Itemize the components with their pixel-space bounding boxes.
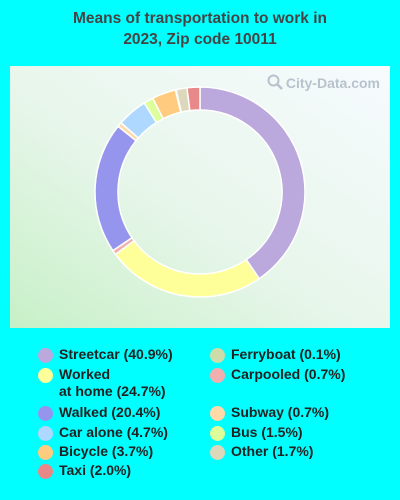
donut-slice-worked-at-home bbox=[114, 239, 261, 298]
legend-swatch bbox=[210, 348, 225, 363]
legend-label: Ferryboat (0.1%) bbox=[231, 346, 341, 362]
legend-swatch bbox=[38, 464, 53, 479]
donut-slice-streetcar bbox=[199, 86, 306, 280]
legend-swatch bbox=[38, 445, 53, 460]
legend-swatch bbox=[210, 406, 225, 421]
chart-title-line-1: Means of transportation to work in bbox=[72, 10, 328, 27]
legend-swatch bbox=[38, 426, 53, 441]
legend-label: Bicycle (3.7%) bbox=[59, 443, 154, 459]
legend-label: Bus (1.5%) bbox=[231, 424, 303, 440]
legend-swatch bbox=[38, 348, 53, 363]
legend-label: Carpooled (0.7%) bbox=[231, 366, 346, 382]
legend-swatch bbox=[210, 445, 225, 460]
legend-swatch bbox=[38, 406, 53, 421]
legend-swatch bbox=[38, 368, 53, 383]
legend-swatch bbox=[210, 368, 225, 383]
legend-label: Car alone (4.7%) bbox=[59, 424, 168, 440]
chart-plot-area: City-Data.com bbox=[10, 66, 390, 328]
watermark-text: City-Data.com bbox=[285, 75, 380, 91]
donut-slice-taxi bbox=[186, 86, 201, 112]
magnifier-icon bbox=[267, 74, 283, 93]
legend-swatch bbox=[210, 426, 225, 441]
legend-label: Walked (20.4%) bbox=[59, 404, 161, 420]
legend-label: Subway (0.7%) bbox=[231, 404, 330, 420]
donut-chart bbox=[94, 86, 306, 298]
chart-title: Means of transportation to work in 2023,… bbox=[0, 8, 400, 50]
chart-title-line-2: 2023, Zip code 10011 bbox=[123, 31, 277, 48]
legend-label: Streetcar (40.9%) bbox=[59, 346, 173, 362]
legend: Streetcar (40.9%) Worked at home (24.7%) W… bbox=[0, 346, 400, 496]
legend-label: Other (1.7%) bbox=[231, 443, 314, 459]
donut-slice-walked bbox=[94, 125, 138, 252]
watermark: City-Data.com bbox=[267, 74, 380, 93]
legend-label: Worked at home (24.7%) bbox=[59, 366, 166, 399]
legend-label: Taxi (2.0%) bbox=[59, 462, 132, 478]
